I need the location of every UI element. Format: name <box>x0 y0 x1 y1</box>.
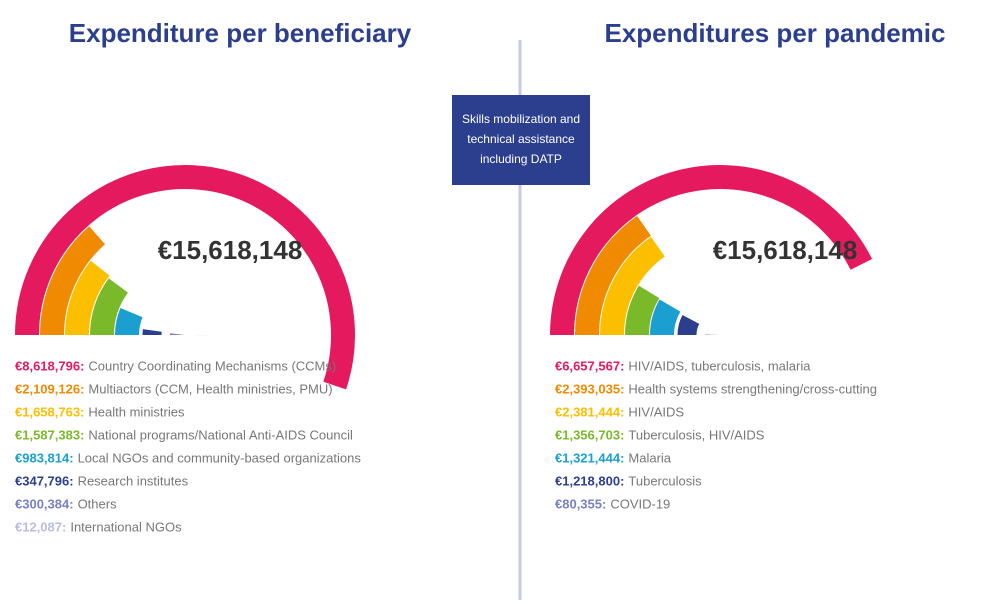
value-label: €6,657,567: <box>555 358 624 373</box>
value-label: €347,796: <box>15 473 74 488</box>
category-label: HIV/AIDS <box>628 404 684 419</box>
category-label: Health systems strengthening/cross-cutti… <box>628 381 877 396</box>
category-label: Tuberculosis, HIV/AIDS <box>628 427 764 442</box>
arc <box>625 285 660 336</box>
value-label: €1,658,763: <box>15 404 84 419</box>
annotation: Skills mobilization and technical assist… <box>461 112 581 166</box>
category-label: COVID-19 <box>610 496 670 511</box>
category-label: Research institutes <box>78 473 189 488</box>
value-label: €2,109,126: <box>15 381 84 396</box>
category-label: Local NGOs and community-based organizat… <box>78 450 362 465</box>
arc <box>650 299 681 336</box>
value-label: €1,218,800: <box>555 473 624 488</box>
chart-title: Expenditures per pandemic <box>605 18 946 48</box>
category-label: Malaria <box>628 450 671 465</box>
category-label: International NGOs <box>70 519 182 534</box>
category-label: Country Coordinating Mechanisms (CCMs) <box>88 358 336 373</box>
arc <box>677 314 700 336</box>
value-label: €12,087: <box>15 519 66 534</box>
category-label: Tuberculosis <box>628 473 702 488</box>
category-label: National programs/National Anti-AIDS Cou… <box>88 427 353 442</box>
value-label: €8,618,796: <box>15 358 84 373</box>
value-label: €1,356,703: <box>555 427 624 442</box>
total-label: €15,618,148 <box>158 235 303 265</box>
value-label: €1,587,383: <box>15 427 84 442</box>
arc <box>40 226 106 336</box>
value-label: €2,381,444: <box>555 404 624 419</box>
value-label: €80,355: <box>555 496 606 511</box>
arc <box>15 165 355 390</box>
arc <box>90 278 129 336</box>
category-label: HIV/AIDS, tuberculosis, malaria <box>628 358 811 373</box>
value-label: €2,393,035: <box>555 381 624 396</box>
chart-title: Expenditure per beneficiary <box>69 18 412 48</box>
category-label: Health ministries <box>88 404 185 419</box>
total-label: €15,618,148 <box>713 235 858 265</box>
value-label: €1,321,444: <box>555 450 624 465</box>
category-label: Multiactors (CCM, Health ministries, PMU… <box>88 381 332 396</box>
arc <box>575 215 652 336</box>
arc <box>65 260 110 336</box>
arc <box>600 236 666 336</box>
value-label: €983,814: <box>15 450 74 465</box>
arc <box>550 165 873 336</box>
value-label: €300,384: <box>15 496 74 511</box>
annotation-box <box>452 95 590 185</box>
category-label: Others <box>78 496 118 511</box>
annotation-wrap: Skills mobilization and technical assist… <box>461 112 581 166</box>
arc <box>115 308 143 336</box>
